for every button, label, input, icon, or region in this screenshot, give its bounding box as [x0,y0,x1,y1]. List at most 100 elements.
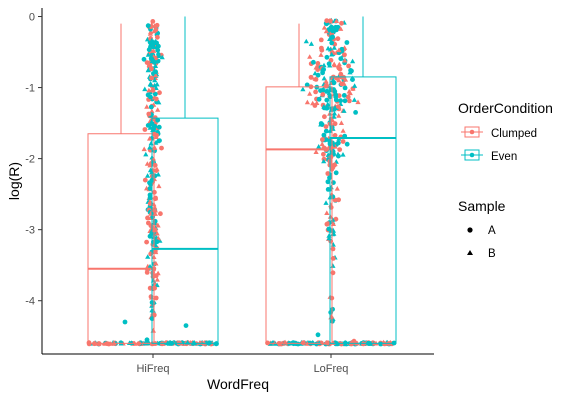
data-point [336,47,342,53]
data-point [129,340,135,345]
data-point [336,140,341,146]
data-point [148,140,154,146]
data-point [307,54,313,59]
data-point [152,91,158,97]
data-point [348,68,353,73]
data-points [86,17,397,347]
legend-key-clumped [461,126,483,138]
data-point [325,101,331,107]
data-point [330,34,335,40]
data-point [327,18,333,24]
y-tick-label: -3 [25,225,35,237]
data-point [330,270,336,276]
y-tick-label: -2 [25,154,35,166]
data-point [330,28,335,34]
data-point [328,154,334,160]
data-point [321,67,326,72]
data-point [150,88,156,93]
data-point [333,18,340,23]
data-point [144,161,150,166]
x-axis-title: WordFreq [207,376,269,392]
data-point [152,285,158,291]
data-point [152,173,158,179]
data-point [308,41,314,46]
data-point [347,90,353,96]
y-ticks: 0 -1 -2 -3 -4 [25,12,42,308]
data-point [156,53,162,58]
data-point [146,47,152,53]
data-point [323,78,329,84]
data-point [340,128,346,133]
data-point [326,61,332,67]
data-point [325,179,331,185]
data-point [149,66,154,72]
data-point [151,44,157,50]
data-point [147,144,153,150]
y-axis-title: log(R) [6,162,22,200]
data-point [344,141,350,147]
data-point [144,239,150,245]
data-point [339,46,345,52]
data-point [303,38,309,44]
data-point [331,45,337,50]
data-point [332,121,338,127]
legend-order-condition: OrderCondition Clumped Even [458,100,553,163]
data-point [304,99,310,105]
data-point [330,194,336,200]
data-point [155,107,161,112]
data-point [329,51,335,57]
data-point [147,263,153,269]
data-point [324,105,330,111]
data-point [335,36,341,42]
data-point [319,141,325,147]
data-point [300,86,306,92]
data-point [153,295,159,301]
data-point [151,28,157,34]
data-point [155,222,161,228]
legend-label-a: A [488,225,496,237]
data-point [145,23,151,29]
data-point [341,81,347,86]
data-point [183,323,189,328]
data-point [321,158,327,164]
data-point [144,270,150,275]
data-point [324,18,330,24]
data-point [143,151,149,157]
data-point [142,127,148,132]
data-point [149,75,154,81]
legend-title-order-condition: OrderCondition [458,100,553,116]
data-point [324,210,330,215]
data-point [351,338,357,344]
data-point [311,59,316,65]
data-point [165,340,171,346]
data-point [122,319,128,325]
data-point [155,50,161,55]
data-point [333,92,339,98]
box-hifreq-even [151,16,219,344]
data-point [147,201,153,207]
data-point [154,277,160,282]
data-point [340,139,346,144]
data-point [322,114,327,120]
legend-label-even: Even [491,151,517,163]
data-point [147,195,153,200]
data-point [153,96,159,102]
data-point [334,27,339,33]
data-point [147,162,153,168]
data-point [144,36,151,42]
data-point [321,75,327,81]
data-point [153,72,159,78]
data-point [330,77,336,82]
data-point [337,147,343,153]
data-point [307,91,313,96]
data-point [147,233,153,239]
data-point [344,40,350,45]
data-point [315,61,321,66]
data-point [145,215,150,221]
data-point [141,146,147,152]
data-point [325,221,331,227]
data-point [339,20,344,26]
data-point [382,341,387,347]
y-tick-label: -4 [25,296,35,308]
data-point [318,37,324,43]
